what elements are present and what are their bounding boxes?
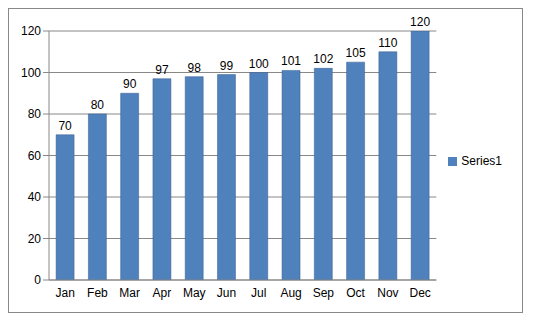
svg-text:99: 99 [220,59,234,73]
svg-text:120: 120 [21,24,41,38]
svg-text:Nov: Nov [377,286,398,300]
svg-text:70: 70 [58,119,72,133]
svg-text:May: May [183,286,206,300]
svg-text:101: 101 [281,54,301,68]
svg-text:80: 80 [91,98,105,112]
svg-text:60: 60 [28,149,42,163]
svg-text:Aug: Aug [280,286,301,300]
svg-text:Sep: Sep [313,286,335,300]
svg-text:110: 110 [378,36,397,50]
svg-text:20: 20 [28,232,42,246]
svg-text:Mar: Mar [119,286,140,300]
svg-text:105: 105 [346,46,366,60]
svg-text:80: 80 [28,107,42,121]
html-text:Series1: Series1 [461,153,502,168]
svg-text:Apr: Apr [153,286,172,300]
svg-text:98: 98 [188,61,202,75]
svg-text:0: 0 [34,273,41,287]
svg-text:Feb: Feb [87,286,108,300]
svg-text:97: 97 [155,63,169,77]
svg-text:120: 120 [410,15,430,29]
svg-text:100: 100 [249,57,269,71]
svg-text:Jul: Jul [251,286,266,300]
svg-text:102: 102 [313,52,333,66]
svg-text:Dec: Dec [410,286,431,300]
svg-text:40: 40 [28,190,42,204]
svg-text:100: 100 [21,66,41,80]
svg-text:90: 90 [123,77,137,91]
svg-text:Oct: Oct [346,286,365,300]
svg-text:Jan: Jan [55,286,74,300]
svg-text:Jun: Jun [217,286,236,300]
